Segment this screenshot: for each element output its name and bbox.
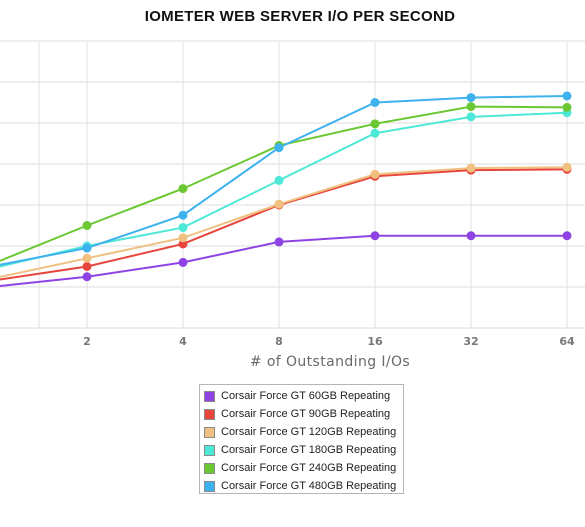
legend-label: Corsair Force GT 120GB Repeating	[221, 426, 397, 438]
legend-item: Corsair Force GT 480GB Repeating	[204, 477, 403, 495]
data-point	[274, 237, 284, 247]
legend-item: Corsair Force GT 90GB Repeating	[204, 405, 403, 423]
legend-item: Corsair Force GT 180GB Repeating	[204, 441, 403, 459]
data-point	[370, 98, 380, 107]
legend-swatch	[204, 390, 215, 402]
grid	[0, 40, 585, 329]
data-point	[274, 199, 284, 209]
data-point	[370, 119, 380, 129]
data-point	[466, 112, 476, 122]
legend: Corsair Force GT 60GB Repeating Corsair F…	[199, 384, 404, 494]
data-point	[370, 231, 380, 241]
data-point	[562, 102, 572, 112]
chart-title: IOMETER WEB SERVER I/O PER SECOND	[144, 8, 456, 25]
data-point	[274, 175, 284, 185]
data-point	[466, 231, 476, 241]
x-tick-labels: 2 4 8 16 32 64	[83, 335, 575, 348]
data-point	[466, 102, 476, 112]
data-point	[562, 91, 572, 101]
data-point	[178, 210, 188, 220]
data-point	[370, 128, 380, 138]
data-point	[466, 163, 476, 173]
data-point	[274, 143, 284, 153]
data-point	[82, 253, 92, 263]
data-point	[178, 184, 188, 194]
legend-label: Corsair Force GT 60GB Repeating	[221, 390, 391, 402]
x-tick-label: 16	[367, 335, 383, 348]
data-point	[562, 231, 572, 241]
data-point	[370, 169, 380, 179]
data-point	[82, 243, 92, 253]
legend-item: Corsair Force GT 120GB Repeating	[204, 423, 403, 441]
x-tick-label: 4	[179, 335, 187, 348]
legend-swatch	[204, 480, 215, 492]
series-points	[82, 91, 572, 282]
plot-area: 2 4 8 16 32 64	[0, 40, 585, 348]
data-point	[562, 162, 572, 172]
legend-swatch	[204, 426, 215, 438]
x-tick-label: 32	[463, 335, 478, 348]
legend-label: Corsair Force GT 180GB Repeating	[221, 444, 397, 456]
x-axis-label: # of Outstanding I/Os	[249, 354, 411, 370]
data-point	[178, 223, 188, 233]
legend-label: Corsair Force GT 480GB Repeating	[221, 480, 397, 492]
data-point	[82, 262, 92, 271]
data-point	[82, 221, 92, 230]
data-point	[82, 272, 92, 282]
legend-label: Corsair Force GT 90GB Repeating	[221, 408, 391, 420]
legend-swatch	[204, 462, 215, 474]
legend-swatch	[204, 408, 215, 420]
data-point	[466, 93, 476, 103]
x-tick-label: 64	[559, 335, 575, 348]
legend-item: Corsair Force GT 240GB Repeating	[204, 459, 403, 477]
legend-swatch	[204, 444, 215, 456]
x-tick-label: 8	[275, 335, 283, 348]
legend-item: Corsair Force GT 60GB Repeating	[204, 387, 403, 405]
data-point	[178, 233, 188, 243]
data-point	[178, 257, 188, 267]
x-tick-label: 2	[83, 335, 91, 348]
legend-label: Corsair Force GT 240GB Repeating	[221, 462, 397, 474]
data-point	[178, 239, 188, 249]
